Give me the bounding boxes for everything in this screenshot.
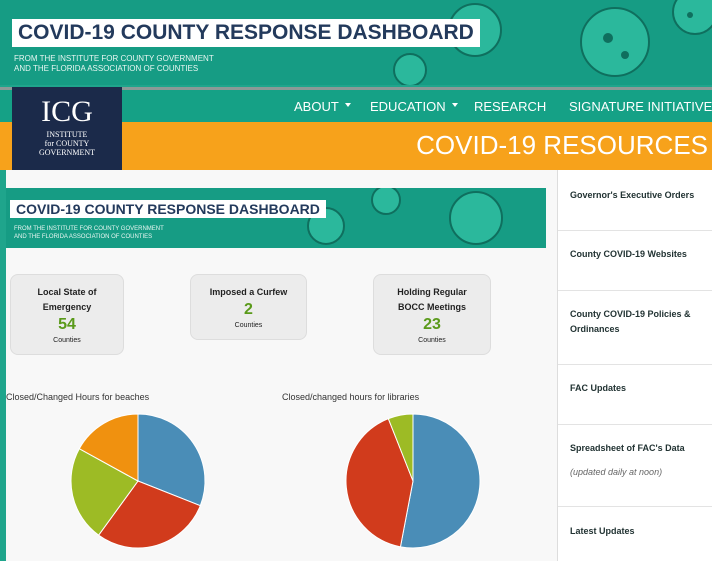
- banner-title: COVID-19 COUNTY RESPONSE DASHBOARD: [10, 200, 326, 218]
- stat-value: 23: [374, 315, 490, 335]
- virus-art: [286, 188, 546, 248]
- page: COVID-19 COUNTY RESPONSE DASHBOARD FROM …: [0, 0, 712, 561]
- stat-label: Local State of Emergency: [11, 285, 123, 315]
- sidebar-link[interactable]: Spreadsheet of FAC's Data: [570, 441, 710, 456]
- main-content: COVID-19 COUNTY RESPONSE DASHBOARD FROM …: [6, 170, 557, 561]
- logo-abbr: ICG: [12, 97, 122, 127]
- stat-value: 2: [191, 300, 306, 320]
- banner: COVID-19 COUNTY RESPONSE DASHBOARD FROM …: [6, 188, 546, 248]
- header: COVID-19 COUNTY RESPONSE DASHBOARD FROM …: [0, 0, 712, 85]
- stat-card: Local State of Emergency 54 Counties: [10, 274, 124, 355]
- nav-label: SIGNATURE INITIATIVES: [569, 99, 712, 114]
- sidebar-link[interactable]: Governor's Executive Orders: [570, 188, 710, 203]
- stat-value: 54: [11, 315, 123, 335]
- page-title: COVID-19 RESOURCES: [416, 130, 708, 161]
- sidebar-note: (updated daily at noon): [570, 465, 710, 480]
- nav-label: EDUCATION: [370, 99, 446, 114]
- nav-label: RESEARCH: [474, 99, 546, 114]
- stat-unit: Counties: [11, 337, 123, 344]
- logo-line: INSTITUTE: [12, 130, 122, 139]
- header-title: COVID-19 COUNTY RESPONSE DASHBOARD: [12, 19, 480, 47]
- logo[interactable]: ICG INSTITUTE for COUNTY GOVERNMENT: [12, 87, 122, 170]
- nav-item[interactable]: SIGNATURE INITIATIVES: [569, 99, 712, 114]
- sidebar: Governor's Executive Orders County COVID…: [557, 170, 712, 561]
- header-subtitle: FROM THE INSTITUTE FOR COUNTY GOVERNMENT…: [14, 54, 214, 74]
- stat-card: Holding Regular BOCC Meetings 23 Countie…: [373, 274, 491, 355]
- nav-label: ABOUT: [294, 99, 339, 114]
- nav-item[interactable]: EDUCATION: [370, 99, 458, 114]
- sidebar-link[interactable]: FAC Updates: [570, 381, 710, 396]
- logo-line: GOVERNMENT: [12, 148, 122, 157]
- sidebar-link[interactable]: Latest Updates: [570, 524, 710, 539]
- stat-label: Holding Regular BOCC Meetings: [374, 285, 490, 315]
- subtitle-line: AND THE FLORIDA ASSOCIATION OF COUNTIES: [14, 64, 214, 74]
- nav-item[interactable]: RESEARCH: [474, 99, 546, 114]
- subtitle-line: AND THE FLORIDA ASSOCIATION OF COUNTIES: [14, 234, 164, 242]
- charts: [6, 400, 557, 561]
- logo-line: for COUNTY: [12, 139, 122, 148]
- sidebar-link[interactable]: County COVID-19 Policies & Ordinances: [570, 307, 710, 337]
- stat-unit: Counties: [374, 337, 490, 344]
- nav-item[interactable]: ABOUT: [294, 99, 351, 114]
- banner-subtitle: FROM THE INSTITUTE FOR COUNTY GOVERNMENT…: [14, 226, 164, 241]
- sidebar-link[interactable]: County COVID-19 Websites: [570, 247, 710, 262]
- stat-card: Imposed a Curfew 2 Counties: [190, 274, 307, 340]
- stat-label: Imposed a Curfew: [191, 285, 306, 300]
- subtitle-line: FROM THE INSTITUTE FOR COUNTY GOVERNMENT: [14, 226, 164, 234]
- subtitle-line: FROM THE INSTITUTE FOR COUNTY GOVERNMENT: [14, 54, 214, 64]
- stat-unit: Counties: [191, 322, 306, 329]
